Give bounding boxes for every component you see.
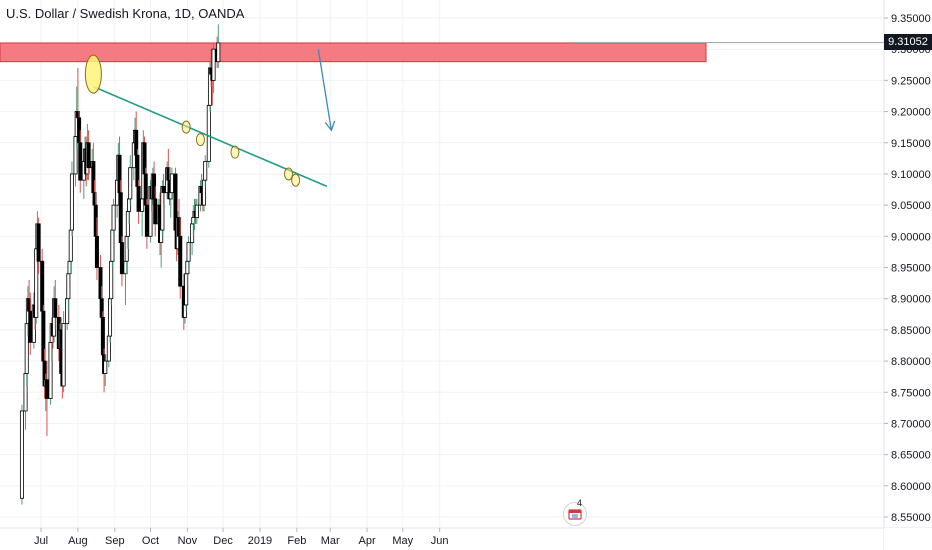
touch-point-marker [84, 54, 102, 94]
candle [36, 217, 41, 274]
price-tick-label: 9.15000 [891, 138, 931, 150]
candle [111, 198, 116, 237]
candle [216, 24, 221, 68]
candle [128, 155, 133, 206]
candle [103, 354, 108, 387]
touch-point-marker [181, 120, 191, 134]
arrow-shaft [317, 49, 333, 131]
price-tick-label: 8.65000 [891, 450, 931, 462]
candle-body-down [178, 235, 183, 287]
price-tick-label: 9.35000 [891, 13, 931, 25]
touch-point-markers [84, 54, 301, 187]
candle-body-down [161, 186, 166, 194]
candle-body-up [128, 167, 133, 200]
touch-point-marker [230, 145, 240, 159]
time-axis[interactable]: Jul Aug Sep Oct Nov Dec 2019 Feb Mar Apr May Jun [34, 528, 449, 547]
candle [86, 130, 91, 181]
events-flag-icon[interactable] [563, 502, 587, 526]
candle [94, 217, 99, 280]
candle-body-up [169, 173, 174, 194]
time-tick-label: Aug [68, 535, 88, 547]
price-tick-label: 8.80000 [891, 356, 931, 368]
candle [136, 180, 141, 224]
time-tick-label: Feb [287, 535, 306, 547]
candle-body-up [206, 104, 211, 162]
projection-arrow[interactable] [317, 49, 336, 132]
candle-body-up [186, 242, 191, 262]
candle [61, 311, 66, 393]
touch-point-marker [291, 173, 301, 187]
time-tick-label: Jul [34, 535, 48, 547]
price-tick-label: 9.05000 [891, 200, 931, 212]
time-tick-label: Sep [105, 535, 125, 547]
candle-body-up [203, 161, 208, 181]
candle-body-up [111, 204, 116, 231]
price-tick-label: 9.00000 [891, 231, 931, 243]
candle-body-down [118, 192, 123, 243]
candle-body-down [40, 260, 45, 312]
candle-body-down [44, 379, 49, 399]
candle [186, 236, 191, 268]
price-tick-label: 8.70000 [891, 418, 931, 430]
candle [178, 217, 183, 299]
candle-body-down [119, 242, 124, 275]
candle [203, 155, 208, 187]
price-tick-label: 9.20000 [891, 107, 931, 119]
candle [144, 198, 149, 249]
candle-body-down [136, 186, 141, 212]
candle-body-up [211, 48, 216, 81]
time-tick-label: 2019 [248, 535, 272, 547]
candles-group [19, 24, 221, 505]
price-axis[interactable]: 9.350009.300009.250009.200009.150009.100… [884, 13, 931, 524]
candle-body-down [28, 310, 33, 343]
events-count-badge: 4 [577, 498, 583, 508]
price-tick-label: 9.25000 [891, 75, 931, 87]
time-tick-label: Jun [431, 535, 449, 547]
candle [119, 236, 124, 287]
price-tick-label: 8.75000 [891, 387, 931, 399]
candle-body-down [36, 223, 41, 262]
price-tick-label: 8.55000 [891, 512, 931, 524]
price-tick-label: 9.10000 [891, 169, 931, 181]
chart-grid [0, 0, 884, 528]
candle-body-down [153, 198, 158, 225]
price-tick-label: 8.90000 [891, 294, 931, 306]
candle [194, 198, 199, 224]
calendar-icon [568, 509, 582, 520]
candle [211, 42, 216, 93]
candle-body-down [53, 298, 58, 318]
candle-body-up [69, 173, 74, 231]
price-tick-label: 8.95000 [891, 263, 931, 275]
time-tick-label: Mar [321, 535, 340, 547]
candle-body-down [144, 204, 149, 237]
candle-body-up [61, 323, 66, 387]
time-tick-label: Apr [358, 535, 375, 547]
candle [53, 279, 58, 330]
candle-body-up [19, 410, 24, 499]
axis-corner [884, 528, 932, 550]
candle-body-up [216, 42, 221, 63]
candle-body-up [103, 360, 108, 374]
candle-body-down [86, 142, 91, 169]
candle-body-down [78, 142, 83, 181]
time-tick-label: Dec [213, 535, 233, 547]
price-tick-label: 8.60000 [891, 481, 931, 493]
candle [19, 404, 24, 505]
arrow-head [324, 120, 336, 132]
last-price-badge: 9.31052 [884, 34, 932, 50]
price-tick-label: 8.85000 [891, 325, 931, 337]
time-tick-label: Oct [142, 535, 159, 547]
resistance-zone[interactable] [0, 42, 707, 63]
candle-body-up [194, 204, 199, 219]
chart-title: U.S. Dollar / Swedish Krona, 1D, OANDA [6, 6, 245, 21]
candle-body-down [94, 235, 99, 268]
touch-point-marker [195, 133, 205, 147]
candle [69, 161, 74, 237]
time-tick-label: Nov [178, 535, 198, 547]
time-tick-label: May [392, 535, 413, 547]
touch-point-marker [284, 167, 294, 181]
